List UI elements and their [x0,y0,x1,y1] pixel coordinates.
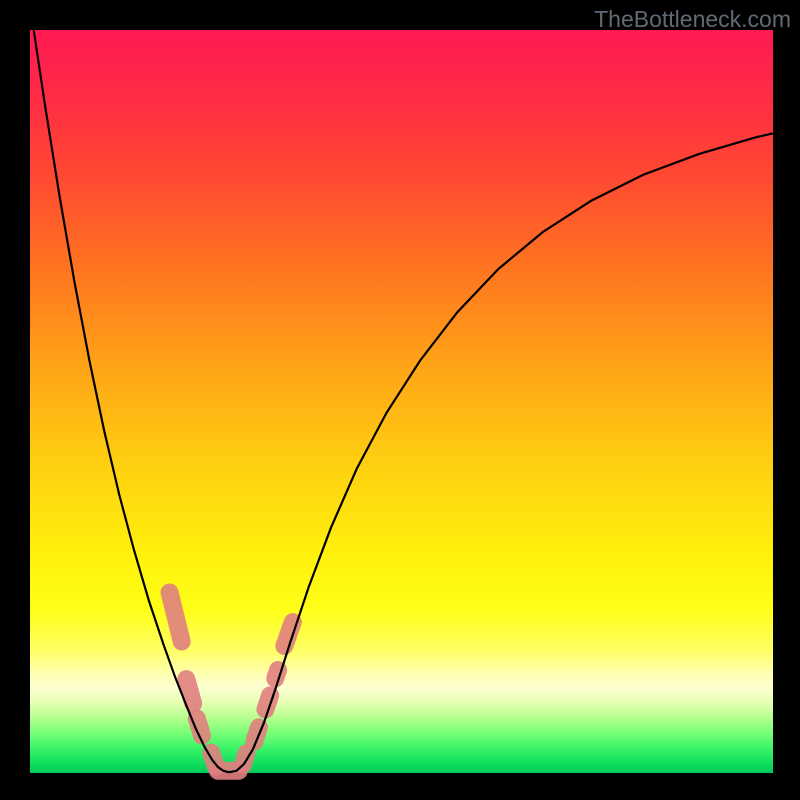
watermark-text: TheBottleneck.com [594,6,791,33]
chart-container: TheBottleneck.com [0,0,800,800]
plot-background-gradient [30,30,773,773]
